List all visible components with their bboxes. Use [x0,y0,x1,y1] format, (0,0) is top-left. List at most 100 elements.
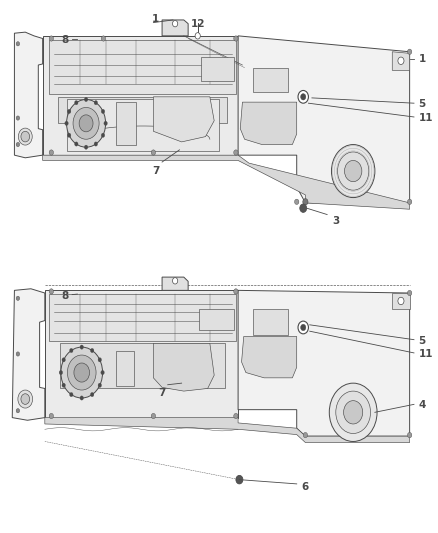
Bar [140,46,155,60]
Circle shape [85,98,88,102]
Polygon shape [60,343,225,389]
Bar [258,77,265,84]
Polygon shape [14,32,42,158]
Bar [223,318,231,323]
Bar [213,308,221,313]
Circle shape [234,289,238,294]
Circle shape [90,349,94,353]
Polygon shape [45,290,238,418]
Circle shape [67,100,106,147]
Circle shape [18,390,33,408]
Polygon shape [58,97,227,123]
Polygon shape [240,102,297,144]
Polygon shape [253,68,288,92]
Bar [257,318,265,325]
Bar [257,308,265,314]
Circle shape [336,391,371,433]
Circle shape [234,36,238,41]
Circle shape [62,358,65,362]
Circle shape [398,297,404,305]
Circle shape [338,152,369,190]
Text: 3: 3 [332,216,339,226]
Circle shape [236,475,243,484]
Circle shape [104,121,107,125]
Circle shape [94,101,98,105]
Text: 6: 6 [301,481,308,491]
Circle shape [67,109,71,114]
Circle shape [101,133,105,138]
Bar [268,77,276,84]
Circle shape [79,115,93,132]
Polygon shape [12,289,45,420]
Circle shape [173,278,178,284]
Polygon shape [162,277,188,290]
Circle shape [49,36,53,41]
Text: 7: 7 [152,166,159,176]
Bar [276,308,284,314]
Text: 11: 11 [418,113,433,123]
Polygon shape [49,294,236,341]
Circle shape [21,131,30,142]
Circle shape [151,150,155,155]
Polygon shape [238,36,410,203]
Circle shape [300,94,306,100]
Circle shape [21,394,30,405]
Text: 1: 1 [418,54,426,63]
Circle shape [61,347,102,398]
Circle shape [151,414,155,419]
Polygon shape [45,418,410,442]
Text: 8: 8 [61,35,69,45]
Text: 8: 8 [61,290,69,301]
Circle shape [85,145,88,149]
Text: 12: 12 [191,19,205,29]
Circle shape [407,432,412,438]
Circle shape [300,204,307,213]
Circle shape [70,349,73,353]
Circle shape [73,108,99,139]
Bar [202,308,210,313]
Polygon shape [153,97,214,142]
Circle shape [298,321,308,334]
Polygon shape [238,290,410,436]
Bar [202,318,210,323]
Circle shape [234,150,238,155]
Text: 11: 11 [418,349,433,359]
Polygon shape [392,52,410,70]
Bar [258,67,265,73]
Circle shape [49,289,53,294]
Circle shape [16,296,20,301]
Circle shape [49,150,53,155]
Text: 5: 5 [418,336,426,346]
Circle shape [74,363,89,382]
Bar [171,46,186,60]
Circle shape [303,199,308,205]
Circle shape [101,370,104,375]
Polygon shape [201,57,234,81]
Circle shape [90,392,94,397]
Circle shape [94,142,98,146]
Circle shape [67,133,71,138]
Circle shape [62,383,65,387]
Circle shape [303,432,307,438]
Bar [223,308,231,313]
Circle shape [294,199,299,205]
Circle shape [80,396,84,400]
Circle shape [101,109,105,114]
Bar [266,318,274,325]
Polygon shape [162,20,188,36]
Circle shape [65,121,68,125]
Circle shape [74,142,78,146]
Circle shape [398,57,404,64]
Polygon shape [42,155,410,209]
Circle shape [18,128,32,145]
Text: 5: 5 [418,99,426,109]
Bar [279,67,286,73]
Polygon shape [49,39,236,94]
Circle shape [70,392,73,397]
Circle shape [16,409,20,413]
Circle shape [16,142,20,147]
Circle shape [16,42,20,46]
Polygon shape [199,309,234,330]
Polygon shape [392,293,410,309]
Circle shape [332,144,375,198]
